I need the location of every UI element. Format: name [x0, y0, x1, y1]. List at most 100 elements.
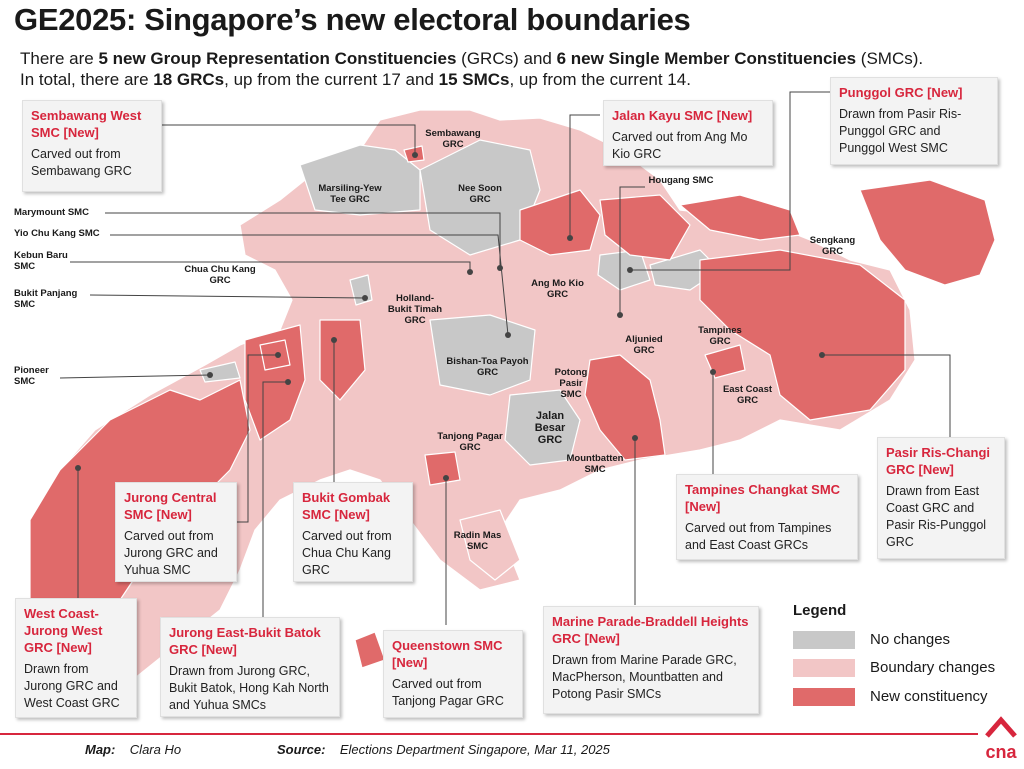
callout-jurong-east-bukit-batok: Jurong East-Bukit Batok GRC [New] Drawn …: [160, 617, 340, 717]
callout-heading: Tampines Changkat SMC [New]: [685, 482, 841, 514]
label-hougang: Hougang SMC: [648, 175, 714, 186]
island-tekong: [859, 179, 996, 286]
callout-heading: Jurong East-Bukit Batok GRC [New]: [169, 625, 321, 657]
leader-sembawang-west: [160, 124, 416, 155]
callout-description: Drawn from Marine Parade GRC, MacPherson…: [552, 653, 737, 701]
queenstown-region: [424, 451, 461, 486]
callout-jurong-central: Jurong Central SMC [New] Carved out from…: [115, 482, 237, 582]
footer-source: Source: Elections Department Singapore, …: [277, 742, 610, 757]
leader-bukit-panjang: [89, 294, 366, 299]
label-chua-chu-kang: Chua Chu Kang GRC: [184, 264, 256, 286]
leader-punggol: [630, 91, 830, 271]
marsiling-region: [299, 144, 421, 216]
dot-west-coast: [75, 465, 81, 471]
callout-description: Carved out from Tanjong Pagar GRC: [392, 677, 504, 708]
callout-heading: Jurong Central SMC [New]: [124, 490, 217, 522]
dot-pasir-ris: [819, 352, 825, 358]
dot-marymount: [497, 265, 503, 271]
punggol-region: [599, 194, 691, 261]
callout-queenstown: Queenstown SMC [New] Carved out from Tan…: [383, 630, 523, 718]
jalan-besar-region: [504, 389, 581, 466]
callout-description: Drawn from Jurong GRC and West Coast GRC: [24, 662, 120, 710]
callout-heading: Sembawang West SMC [New]: [31, 108, 142, 140]
bishan-region: [429, 314, 536, 396]
legend-label: New constituency: [870, 688, 988, 705]
legend-swatch-grey: [793, 631, 855, 649]
legend-swatch-pink: [793, 659, 855, 677]
callout-description: Carved out from Jurong GRC and Yuhua SMC: [124, 529, 218, 577]
callout-heading: Pasir Ris-Changi GRC [New]: [886, 445, 991, 477]
label-marsiling: Marsiling-Yew Tee GRC: [318, 183, 382, 205]
dot-yio-chu-kang: [505, 332, 511, 338]
callout-heading: Marine Parade-Braddell Heights GRC [New]: [552, 614, 749, 646]
dot-tampines-changkat: [710, 369, 716, 375]
label-nee-soon: Nee Soon GRC: [458, 183, 502, 205]
cna-logo-icon: cna: [982, 714, 1020, 764]
pasir-ris-changi-region: [699, 249, 906, 421]
callout-description: Drawn from Jurong GRC, Bukit Batok, Hong…: [169, 664, 329, 712]
label-bukit-panjang: Bukit Panjang SMC: [14, 288, 78, 310]
callout-description: Carved out from Tampines and East Coast …: [685, 521, 832, 552]
callout-description: Carved out from Sembawang GRC: [31, 147, 132, 178]
label-potong-pasir: Potong Pasir SMC: [554, 367, 588, 400]
callout-description: Carved out from Ang Mo Kio GRC: [612, 130, 748, 161]
callout-heading: West Coast-Jurong West GRC [New]: [24, 606, 103, 655]
page-title: GE2025: Singapore’s new electoral bounda…: [14, 2, 691, 37]
leader-jurong-east: [262, 381, 288, 620]
leader-jalan-kayu: [569, 114, 600, 238]
callout-description: Drawn from Pasir Ris-Punggol GRC and Pun…: [839, 107, 962, 155]
label-mountbatten: Mountbatten SMC: [566, 453, 624, 475]
legend-label: No changes: [870, 631, 951, 648]
label-marymount: Marymount SMC: [14, 207, 89, 218]
callout-sembawang-west: Sembawang West SMC [New] Carved out from…: [22, 100, 162, 192]
callout-description: Drawn from East Coast GRC and Pasir Ris-…: [886, 484, 987, 549]
label-east-coast: East Coast GRC: [722, 384, 773, 406]
dot-queenstown: [443, 475, 449, 481]
label-yio-chu-kang: Yio Chu Kang SMC: [14, 228, 100, 239]
callout-marine-parade: Marine Parade-Braddell Heights GRC [New]…: [543, 606, 759, 714]
label-sembawang: Sembawang GRC: [425, 128, 481, 150]
footer-rule: [0, 733, 978, 735]
label-kebun-baru: Kebun Baru SMC: [14, 250, 68, 272]
callout-jalan-kayu: Jalan Kayu SMC [New] Carved out from Ang…: [603, 100, 773, 166]
label-radin-mas: Radin Mas SMC: [453, 530, 502, 552]
callout-description: Carved out from Chua Chu Kang GRC: [302, 529, 392, 577]
logo-text: cna: [985, 742, 1017, 762]
leader-kebun-baru: [70, 261, 471, 272]
legend-title: Legend: [793, 602, 847, 619]
label-tampines: Tampines GRC: [698, 325, 742, 347]
leader-jurong-central: [236, 354, 278, 523]
label-tanjong-pagar: Tanjong Pagar GRC: [437, 431, 503, 453]
leader-yio-chu-kang: [110, 234, 509, 336]
label-ang-mo-kio: Ang Mo Kio GRC: [531, 278, 584, 300]
callout-west-coast-jurong-west: West Coast-Jurong West GRC [New] Drawn f…: [15, 598, 137, 718]
footer-map-credit: Map: Clara Ho: [85, 742, 182, 757]
leader-pasir-ris: [822, 354, 951, 440]
subtitle: There are 5 new Group Representation Con…: [20, 49, 924, 89]
dot-jurong-east: [285, 379, 291, 385]
callout-heading: Bukit Gombak SMC [New]: [302, 490, 391, 522]
dot-jalan-kayu: [567, 235, 573, 241]
dot-marine-parade: [632, 435, 638, 441]
leader-lines: [70, 91, 951, 625]
label-bishan: Bishan-Toa Payoh GRC: [446, 356, 529, 378]
dot-punggol: [627, 267, 633, 273]
coastal-bit-1: [354, 631, 386, 669]
label-jalan-besar: Jalan Besar GRC: [534, 410, 566, 446]
callout-bukit-gombak: Bukit Gombak SMC [New] Carved out from C…: [293, 482, 413, 582]
leader-pioneer: [59, 374, 211, 379]
label-aljunied: Aljunied GRC: [625, 334, 663, 356]
callout-tampines-changkat: Tampines Changkat SMC [New] Carved out f…: [676, 474, 858, 560]
callout-pasir-ris-changi: Pasir Ris-Changi GRC [New] Drawn from Ea…: [877, 437, 1005, 559]
callout-heading: Punggol GRC [New]: [839, 85, 963, 100]
dot-hougang: [617, 312, 623, 318]
leader-dots: [75, 152, 825, 481]
legend-swatch-red: [793, 688, 855, 706]
dot-jurong-central: [275, 352, 281, 358]
dot-kebun-baru: [467, 269, 473, 275]
label-sengkang: Sengkang GRC: [809, 235, 856, 257]
island-ubin: [679, 194, 801, 241]
callout-heading: Queenstown SMC [New]: [392, 638, 503, 670]
label-holland: Holland- Bukit Timah GRC: [387, 293, 443, 326]
dot-bukit-gombak: [331, 337, 337, 343]
